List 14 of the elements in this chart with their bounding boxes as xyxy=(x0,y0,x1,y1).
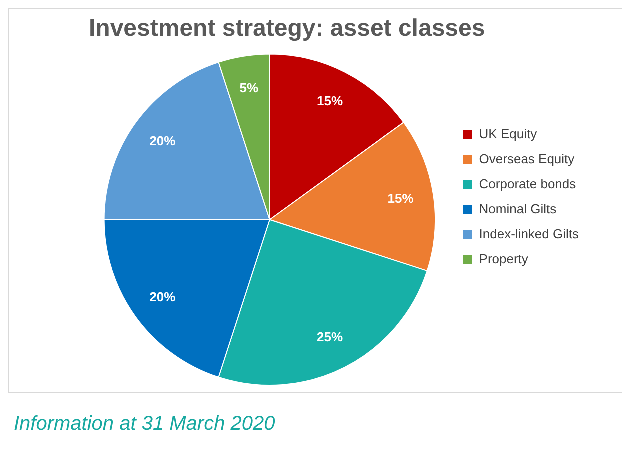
legend-label: Index-linked Gilts xyxy=(479,226,580,242)
data-label: 20% xyxy=(150,289,176,304)
data-label: 15% xyxy=(388,190,414,206)
text: Information at 31 March 2020 xyxy=(14,413,276,436)
data-label: 5% xyxy=(240,80,260,96)
legend-label: Corporate bonds xyxy=(479,176,577,192)
data-label: 20% xyxy=(150,134,176,149)
data-label: 25% xyxy=(317,330,344,345)
data-label: 15% xyxy=(317,93,344,108)
chart-title: Investment strategy: asset classes xyxy=(89,15,486,42)
legend-label: UK Equity xyxy=(479,126,538,142)
legend-label: Property xyxy=(479,252,529,267)
legend-label: Overseas Equity xyxy=(479,152,576,167)
legend-label: Nominal Gilts xyxy=(479,202,558,217)
